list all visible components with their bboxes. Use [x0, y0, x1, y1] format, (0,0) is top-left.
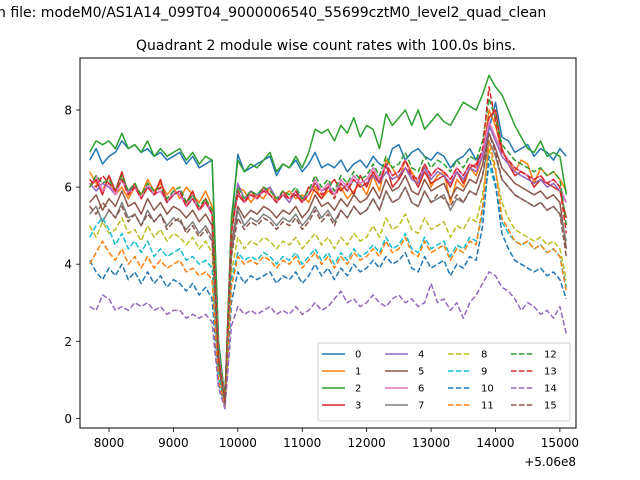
y-tick-label: 0: [64, 412, 72, 426]
x-tick-label: 14000: [476, 436, 514, 450]
plot-area-frame: [79, 57, 577, 429]
x-axis: 8000 9000 10000 11000 12000 13000 14000 15000: [94, 428, 579, 450]
x-tick-label: 8000: [94, 436, 125, 450]
legend-label-5: 5: [418, 367, 424, 378]
legend-label-6: 6: [418, 384, 424, 395]
x-tick-label: 11000: [283, 436, 321, 450]
series-line-15: [89, 132, 568, 404]
x-tick-label: 13000: [412, 436, 450, 450]
x-tick-label: 10000: [219, 436, 257, 450]
y-axis: 0 2 4 6 8: [64, 104, 80, 426]
series-line-2: [89, 74, 568, 400]
series-line-6: [89, 120, 567, 402]
legend-label-14: 14: [544, 384, 557, 395]
series-layer: [89, 74, 568, 410]
legend-label-2: 2: [355, 384, 361, 395]
legend-label-12: 12: [544, 350, 557, 361]
y-tick-label: 8: [64, 104, 72, 118]
legend-label-4: 4: [418, 350, 424, 361]
legend-label-10: 10: [481, 384, 494, 395]
y-tick-label: 4: [64, 258, 72, 272]
x-axis-offset-label: +5.06e8: [524, 455, 576, 469]
x-tick-label: 15000: [541, 436, 579, 450]
x-tick-label: 12000: [348, 436, 386, 450]
legend-label-11: 11: [481, 401, 494, 412]
legend-box: [317, 342, 571, 422]
legend-label-15: 15: [544, 401, 557, 412]
series-line-10: [89, 155, 568, 408]
x-tick-label: 9000: [158, 436, 189, 450]
legend-label-1: 1: [355, 367, 361, 378]
legend-label-3: 3: [355, 401, 361, 412]
legend-label-9: 9: [481, 367, 487, 378]
legend-label-0: 0: [355, 350, 361, 361]
legend-label-7: 7: [418, 401, 424, 412]
series-line-12: [89, 97, 568, 402]
y-tick-label: 2: [64, 335, 72, 349]
series-line-14: [89, 271, 568, 410]
legend-label-13: 13: [544, 367, 557, 378]
y-tick-label: 6: [64, 181, 72, 195]
series-line-7: [89, 140, 568, 404]
series-line-11: [89, 140, 568, 408]
chart-title: Quadrant 2 module wise count rates with …: [136, 38, 516, 54]
figure-suptitle: n file: modeM0/AS1A14_099T04_9000006540_…: [0, 5, 546, 21]
legend-label-8: 8: [481, 350, 487, 361]
series-line-13: [89, 86, 568, 402]
